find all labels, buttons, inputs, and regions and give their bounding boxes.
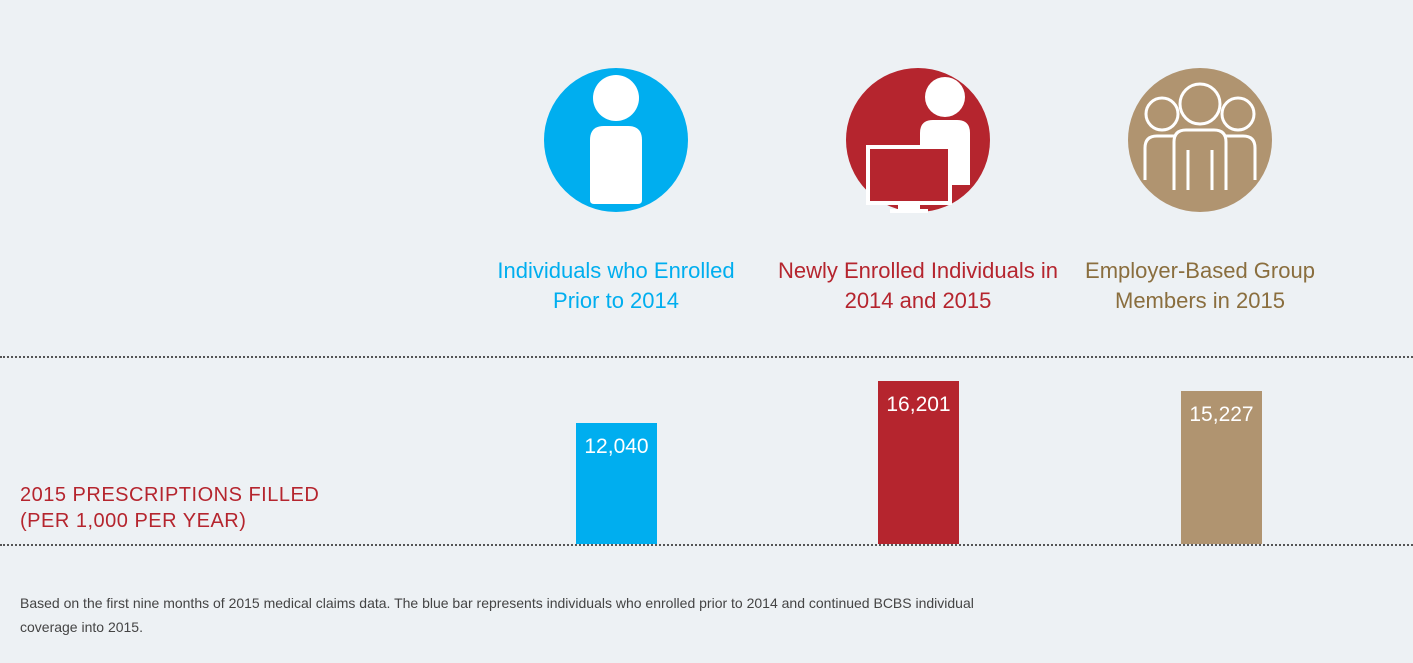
value-label: 16,201 [886, 393, 951, 416]
category-label: Employer-Based Group Members in 2015 [1085, 258, 1315, 313]
value-label: 12,040 [584, 434, 649, 458]
icon-individual [544, 68, 688, 212]
bar [1181, 390, 1262, 544]
baseline [0, 544, 1413, 546]
footnote: Based on the first nine months of 2015 m… [20, 595, 974, 635]
divider [0, 356, 1413, 358]
icon-group [1128, 68, 1272, 212]
category-label: Individuals who Enrolled Prior to 2014 [497, 258, 735, 313]
bar [878, 381, 959, 544]
icon-newly-enrolled [846, 68, 990, 213]
y-label: 2015 PRESCRIPTIONS FILLED (PER 1,000 PER… [20, 484, 320, 532]
icons [544, 68, 1272, 213]
category-label: Newly Enrolled Individuals in 2014 and 2… [777, 258, 1059, 313]
bar [576, 422, 657, 544]
value-label: 15,227 [1189, 402, 1254, 426]
